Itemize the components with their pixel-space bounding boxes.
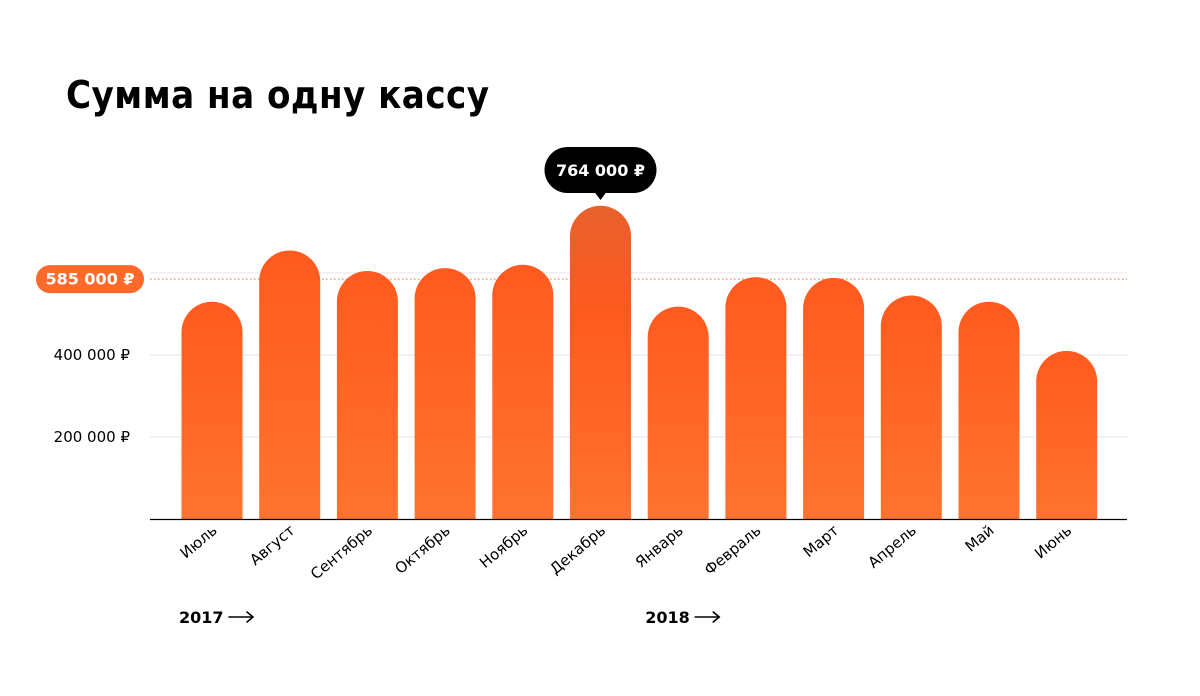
year-label: 2017: [179, 608, 224, 627]
x-tick-label: Август: [246, 521, 298, 569]
bar: [958, 301, 1020, 519]
x-tick-label: Апрель: [864, 521, 919, 572]
y-tick-label: 400 000 ₽: [54, 346, 131, 364]
arrow-right-icon: [694, 611, 721, 623]
x-tick-label: Декабрь: [546, 521, 609, 578]
x-tick-label: Январь: [632, 521, 687, 571]
chart-title: Сумма на одну кассу: [66, 73, 490, 117]
x-tick-label: Июнь: [1031, 521, 1075, 562]
y-tick-label: 200 000 ₽: [54, 428, 131, 446]
bar: [1036, 350, 1098, 519]
bar: [880, 295, 942, 519]
bar: [647, 306, 709, 519]
x-tick-label: Март: [800, 521, 843, 561]
x-tick-label: Февраль: [701, 521, 765, 579]
peak-callout-label: 764 000 ₽: [556, 161, 645, 180]
peak-callout: [544, 147, 657, 193]
bar: [336, 270, 398, 519]
year-label: 2018: [645, 608, 690, 627]
bar: [725, 277, 787, 519]
x-tick-label: Ноябрь: [476, 521, 531, 571]
bar: [181, 301, 243, 519]
x-tick-label: Октябрь: [391, 521, 453, 577]
bar: [259, 250, 321, 519]
bar: [414, 268, 476, 519]
annotations: 585 000 ₽ 764 000 ₽: [36, 147, 657, 294]
arrow-right-icon: [228, 611, 255, 623]
x-tick-label: Июль: [177, 521, 221, 562]
reference-badge: [36, 265, 144, 294]
bar: [492, 264, 554, 519]
bars: [181, 205, 1098, 519]
bar: [570, 205, 631, 519]
x-tick-label: Сентябрь: [307, 521, 376, 583]
x-tick-label: Май: [962, 521, 998, 555]
reference-label: 585 000 ₽: [45, 270, 134, 289]
bar: [803, 277, 865, 519]
peak-callout-pointer: [594, 192, 607, 200]
